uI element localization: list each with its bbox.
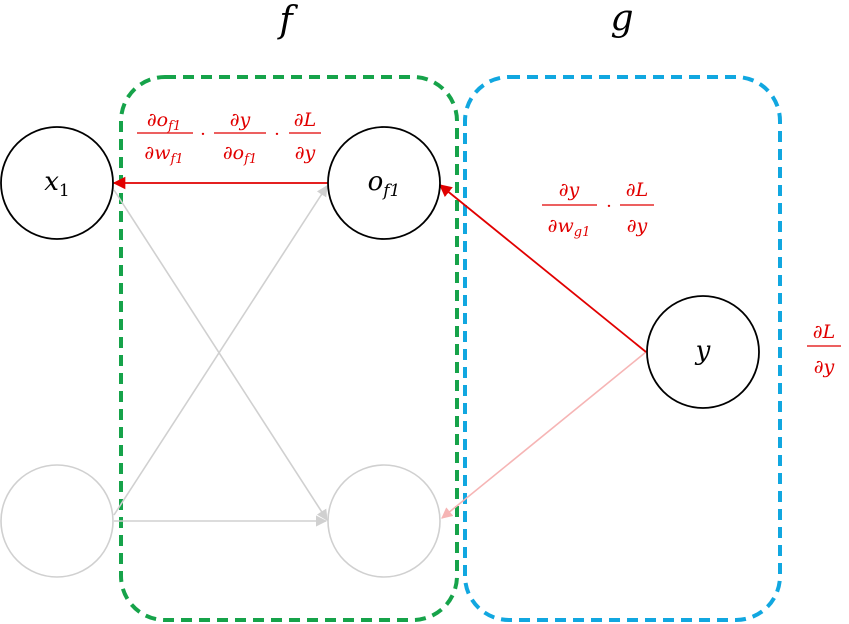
edge-bottom-left-to-of1	[113, 185, 328, 516]
formula-loss-grad: ∂L ∂y	[807, 321, 841, 378]
group-g-box	[463, 75, 782, 622]
formula-chain-g: ∂y ∂wg1 · ∂L ∂y	[542, 179, 654, 240]
chain-f-term1-numerator: ∂of1	[147, 109, 181, 134]
node-bottom-left	[0, 464, 114, 578]
edge-y-to-bottom-right	[441, 351, 647, 519]
chain-f-term2-numerator: ∂y	[230, 109, 251, 131]
chain-g-dot: ·	[606, 196, 612, 217]
formula-chain-f: ∂of1 ∂wf1 · ∂y ∂of1 · ∂L ∂y	[137, 109, 321, 167]
node-of1	[327, 126, 441, 240]
chain-f-term3-denominator: ∂y	[295, 142, 316, 164]
node-of1-base: o	[368, 167, 384, 197]
group-f-label: f	[276, 0, 298, 41]
group-f-box	[119, 75, 459, 622]
node-bottom-right	[327, 464, 441, 578]
chain-f-dot-1: ·	[200, 124, 206, 145]
node-y-label: y	[695, 336, 711, 366]
chain-g-term1-numerator: ∂y	[559, 179, 580, 201]
node-x1-base: x	[44, 167, 59, 197]
chain-f-term2-denominator: ∂of1	[223, 142, 257, 167]
chain-f-dot-2: ·	[274, 124, 280, 145]
node-x1-label: x1	[44, 167, 70, 201]
group-g-label: g	[610, 0, 633, 39]
loss-grad-numerator: ∂L	[813, 321, 835, 343]
chain-f-term3-numerator: ∂L	[294, 109, 316, 131]
node-x1-sub: 1	[59, 181, 70, 201]
node-of1-sub: f1	[381, 181, 400, 201]
chain-g-term2-denominator: ∂y	[627, 215, 648, 237]
chain-g-term2-numerator: ∂L	[626, 179, 648, 201]
chain-f-term1-denominator: ∂wf1	[144, 142, 183, 167]
node-of1-label: of1	[368, 167, 401, 201]
chain-g-term1-denominator: ∂wg1	[548, 215, 591, 240]
loss-grad-denominator: ∂y	[814, 356, 835, 378]
node-y	[646, 295, 760, 409]
edge-x1-to-bottom-right	[113, 189, 328, 521]
node-x1	[0, 126, 114, 240]
edge-y-to-of1	[439, 184, 647, 353]
